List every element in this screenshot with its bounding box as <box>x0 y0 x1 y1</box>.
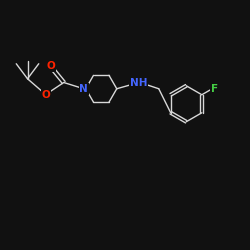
Text: F: F <box>211 84 218 94</box>
Text: O: O <box>42 90 50 100</box>
Text: N: N <box>80 84 88 94</box>
Text: O: O <box>47 61 56 71</box>
Text: NH: NH <box>130 78 148 88</box>
